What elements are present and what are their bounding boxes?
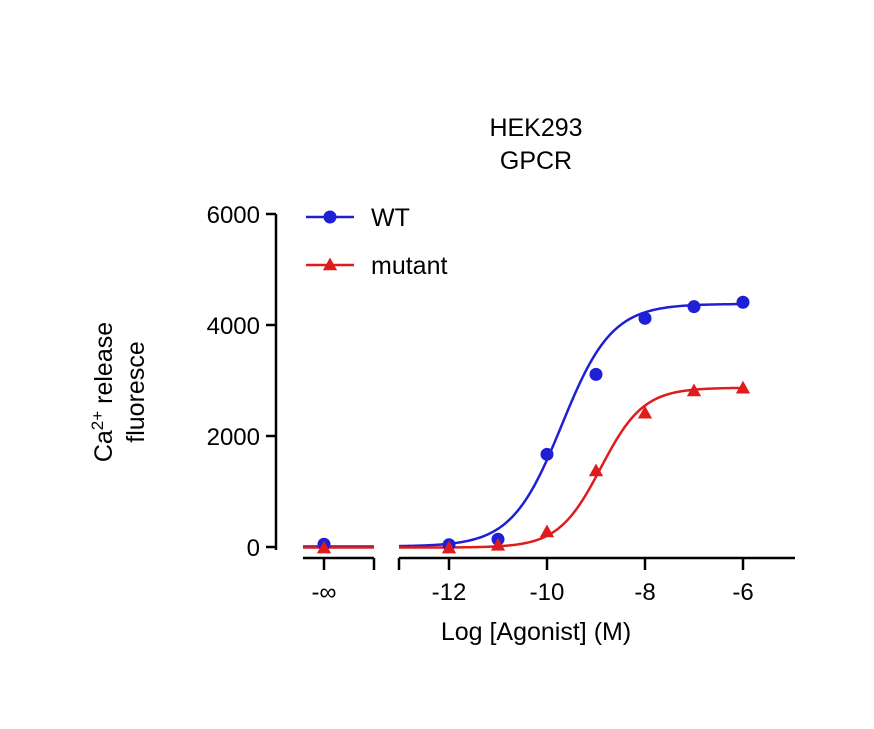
y-tick-label: 6000	[207, 202, 260, 229]
WT-data-point	[638, 311, 652, 325]
WT-data-point	[589, 367, 603, 381]
WT-data-point	[687, 300, 701, 314]
x-axis: -∞ -12 -10 -8 -6	[303, 556, 795, 606]
mutant-data-point	[490, 537, 506, 551]
legend-marker	[322, 257, 338, 271]
y-axis: 0 2000 4000 6000	[207, 202, 278, 562]
x-tick-label: -12	[432, 579, 467, 606]
mutant-data-point	[588, 463, 604, 477]
WT-data-point	[736, 295, 750, 309]
chart-title-line1: HEK293	[489, 114, 582, 142]
mutant-fit-curve	[399, 386, 743, 549]
WT-data-point	[540, 447, 554, 461]
mutant-data-point	[686, 383, 702, 397]
legend-marker	[323, 210, 337, 224]
y-axis-label: Ca2+ release fluoresce	[88, 322, 151, 462]
mutant-data-point	[441, 540, 457, 554]
x-axis-label: Log [Agonist] (M)	[441, 618, 631, 646]
mutant-data-point	[637, 405, 653, 419]
legend-label: mutant	[371, 252, 447, 280]
y-tick-label: 2000	[207, 424, 260, 451]
x-tick-label: -8	[634, 579, 655, 606]
legend-label: WT	[371, 204, 410, 232]
y-tick-label: 0	[247, 535, 260, 562]
y-axis-label-line1: Ca2+ release	[88, 322, 119, 462]
x-tick-label: -∞	[311, 579, 336, 606]
fit-curves	[303, 302, 743, 549]
WT-fit-curve	[398, 302, 743, 548]
legend: WT mutant	[306, 204, 447, 280]
mutant-data-point	[316, 540, 332, 554]
data-points	[316, 295, 751, 554]
mutant-data-point	[735, 380, 751, 394]
chart-title-line2: GPCR	[500, 147, 572, 175]
y-axis-label-line2: fluoresce	[122, 341, 150, 442]
mutant-data-point	[539, 524, 555, 538]
y-tick-label: 4000	[207, 313, 260, 340]
x-tick-label: -6	[732, 579, 753, 606]
x-tick-label: -10	[530, 579, 565, 606]
